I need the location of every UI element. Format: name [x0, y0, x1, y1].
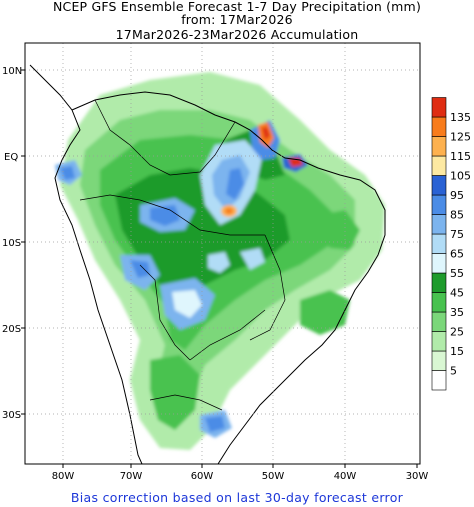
lon-label: 60W [191, 471, 214, 482]
lon-label: 70W [120, 471, 143, 482]
colorbar-swatch [431, 350, 447, 371]
precip-fills [55, 72, 385, 450]
colorbar-swatch [431, 136, 447, 157]
colorbar-swatch [431, 253, 447, 274]
title-line-2: from: 17Mar2026 [181, 12, 293, 27]
colorbar-label: 115 [450, 150, 471, 163]
colorbar-swatch [431, 214, 447, 235]
lon-label: 80W [52, 471, 75, 482]
colorbar-label: 65 [450, 248, 464, 261]
lon-label: 30W [406, 471, 429, 482]
lat-labels: 10N EQ 10S 20S 30S [2, 66, 22, 421]
colorbar-label: 105 [450, 170, 471, 183]
lat-label: 30S [2, 410, 21, 421]
map-frame [24, 42, 421, 465]
colorbar-label: 35 [450, 306, 464, 319]
colorbar-swatch [431, 97, 447, 118]
colorbar-label: 25 [450, 326, 464, 339]
colorbar-label: 15 [450, 345, 464, 358]
colorbar-label: 55 [450, 267, 464, 280]
colorbar-swatch [431, 116, 447, 137]
colorbar-label: 45 [450, 287, 464, 300]
colorbar-label: 95 [450, 189, 464, 202]
colorbar-swatch [431, 194, 447, 215]
colorbar: 5 15 25 35 45 55 65 75 85 95 105 115 125 135 [431, 97, 471, 391]
lat-label: 10S [2, 238, 21, 249]
colorbar-swatch [431, 155, 447, 176]
lat-label: EQ [4, 152, 18, 163]
colorbar-swatch [431, 331, 447, 352]
coastline [29, 64, 386, 464]
lon-labels: 80W 70W 60W 50W 40W 30W [52, 471, 429, 482]
colorbar-swatch [431, 272, 447, 293]
map-panel [25, 43, 420, 464]
lon-label: 50W [262, 471, 285, 482]
axis-ticks [21, 69, 418, 468]
colorbar-swatch [431, 233, 447, 254]
colorbar-label: 85 [450, 209, 464, 222]
title-line-3: 17Mar2026-23Mar2026 Accumulation [115, 27, 359, 42]
lon-label: 40W [334, 471, 357, 482]
lat-label: 20S [2, 324, 21, 335]
footer-note: Bias correction based on last 30-day for… [70, 490, 404, 505]
borders [79, 99, 286, 411]
colorbar-label: 5 [450, 365, 457, 378]
title-line-1: NCEP GFS Ensemble Forecast 1-7 Day Preci… [52, 0, 422, 14]
colorbar-swatch [431, 311, 447, 332]
colorbar-label: 75 [450, 228, 464, 241]
colorbar-swatch [431, 292, 447, 313]
lat-label: 10N [2, 66, 22, 77]
colorbar-label: 125 [450, 131, 471, 144]
colorbar-swatch [431, 175, 447, 196]
colorbar-swatch [431, 370, 447, 391]
colorbar-label: 135 [450, 111, 471, 124]
